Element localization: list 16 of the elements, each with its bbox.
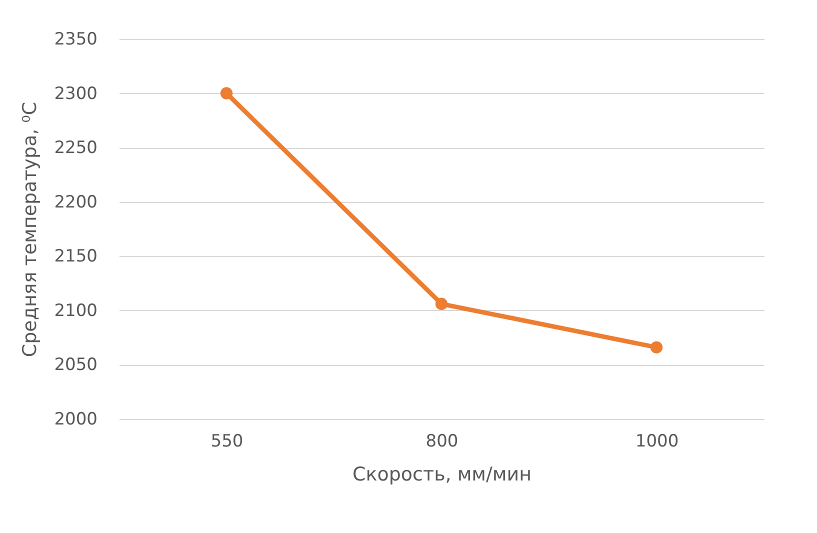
y-tick-label: 2250 <box>54 138 98 158</box>
point <box>220 87 233 100</box>
y-tick-label: 2150 <box>54 246 98 267</box>
x-tick-label: 550 <box>210 432 244 452</box>
y-tick-label: 2100 <box>54 300 98 321</box>
y-tick-label: 2350 <box>54 30 98 50</box>
x-tick-label: 1000 <box>635 432 679 452</box>
y-tick-label: 2050 <box>54 355 98 376</box>
x-axis-title: Скорость, мм/мин <box>352 464 532 486</box>
y-tick-label: 2300 <box>54 84 98 104</box>
point <box>650 341 663 354</box>
x-tick-label: 800 <box>426 432 458 452</box>
y-axis-title: Средняя температура, ⁰C <box>19 102 42 358</box>
y-tick-label: 2200 <box>54 192 98 212</box>
y-tick-label: 2000 <box>54 410 98 430</box>
point <box>435 298 448 310</box>
